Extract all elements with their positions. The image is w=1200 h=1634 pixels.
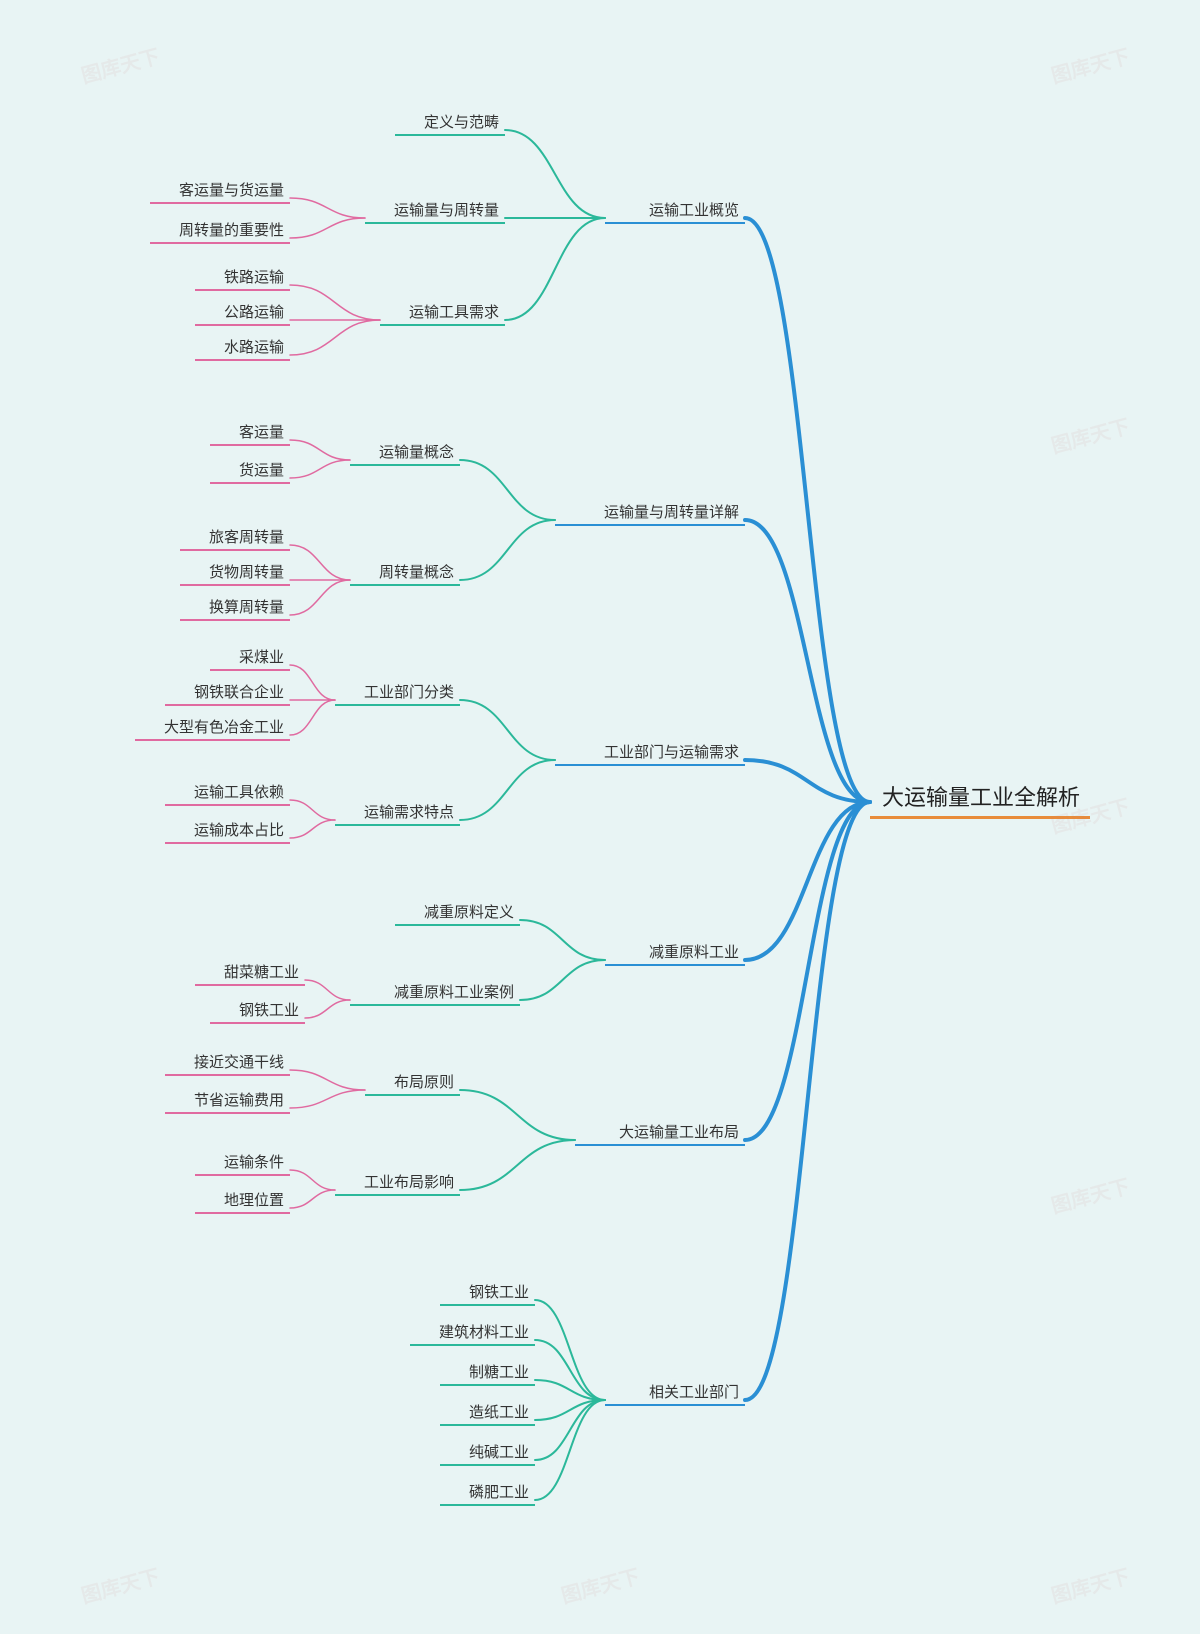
mindmap-node: 运输成本占比	[165, 815, 290, 844]
mindmap-node: 甜菜糖工业	[195, 957, 305, 986]
mindmap-node: 大型有色冶金工业	[135, 712, 290, 741]
mindmap-node: 大运输量工业全解析	[870, 772, 1090, 819]
watermark: 图库天下	[1048, 40, 1133, 89]
mindmap-node: 布局原则	[365, 1067, 460, 1096]
mindmap-node: 纯碱工业	[440, 1437, 535, 1466]
mindmap-node: 水路运输	[195, 332, 290, 361]
mindmap-node: 采煤业	[210, 642, 290, 671]
mindmap-node: 钢铁工业	[440, 1277, 535, 1306]
mindmap-node: 建筑材料工业	[410, 1317, 535, 1346]
mindmap-node: 造纸工业	[440, 1397, 535, 1426]
mindmap-node: 运输量概念	[350, 437, 460, 466]
mindmap-node: 减重原料工业	[605, 937, 745, 966]
mindmap-node: 货物周转量	[180, 557, 290, 586]
mindmap-node: 运输量与周转量详解	[555, 497, 745, 526]
mindmap-node: 定义与范畴	[395, 107, 505, 136]
mindmap-node: 周转量的重要性	[150, 215, 290, 244]
mindmap-node: 制糖工业	[440, 1357, 535, 1386]
watermark: 图库天下	[1048, 410, 1133, 459]
mindmap-node: 接近交通干线	[165, 1047, 290, 1076]
mindmap-node: 周转量概念	[350, 557, 460, 586]
mindmap-node: 公路运输	[195, 297, 290, 326]
watermark: 图库天下	[558, 1560, 643, 1609]
mindmap-node: 钢铁工业	[210, 995, 305, 1024]
mindmap-node: 大运输量工业布局	[575, 1117, 745, 1146]
mindmap-node: 工业部门分类	[335, 677, 460, 706]
mindmap-node: 换算周转量	[180, 592, 290, 621]
mindmap-node: 客运量	[210, 417, 290, 446]
mindmap-node: 钢铁联合企业	[165, 677, 290, 706]
mindmap-node: 运输工业概览	[605, 195, 745, 224]
mindmap-node: 运输量与周转量	[365, 195, 505, 224]
watermark: 图库天下	[1048, 1560, 1133, 1609]
mindmap-node: 地理位置	[195, 1185, 290, 1214]
watermark: 图库天下	[78, 1560, 163, 1609]
watermark: 图库天下	[78, 40, 163, 89]
mindmap-node: 货运量	[210, 455, 290, 484]
mindmap-node: 铁路运输	[195, 262, 290, 291]
mindmap-node: 运输工具需求	[380, 297, 505, 326]
mindmap-node: 旅客周转量	[180, 522, 290, 551]
mindmap-node: 运输工具依赖	[165, 777, 290, 806]
mindmap-node: 节省运输费用	[165, 1085, 290, 1114]
mindmap-node: 运输条件	[195, 1147, 290, 1176]
mindmap-node: 运输需求特点	[335, 797, 460, 826]
mindmap-node: 减重原料定义	[395, 897, 520, 926]
mindmap-node: 客运量与货运量	[150, 175, 290, 204]
mindmap-node: 磷肥工业	[440, 1477, 535, 1506]
watermark: 图库天下	[1048, 1170, 1133, 1219]
mindmap-node: 减重原料工业案例	[350, 977, 520, 1006]
mindmap-node: 相关工业部门	[605, 1377, 745, 1406]
mindmap-node: 工业布局影响	[335, 1167, 460, 1196]
mindmap-node: 工业部门与运输需求	[555, 737, 745, 766]
